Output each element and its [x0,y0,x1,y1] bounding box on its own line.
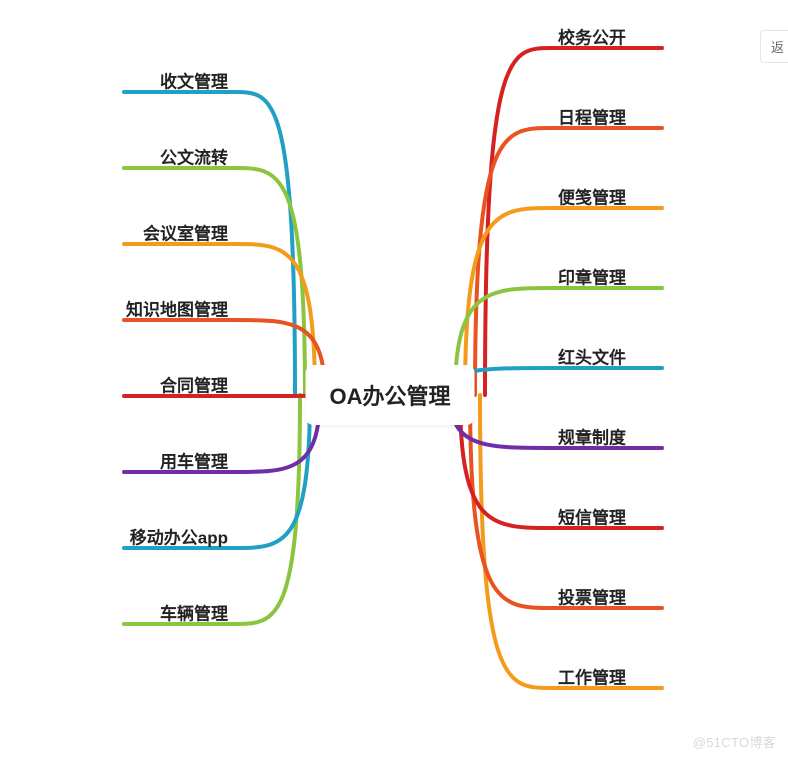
connector-right-0 [485,48,552,395]
leaf-right-1[interactable]: 工作管理 [558,664,626,689]
leaf-right-8[interactable]: 红头文件 [558,344,626,369]
leaf-right-2[interactable]: 日程管理 [558,104,626,129]
connector-left-4 [234,244,315,395]
leaf-right-6[interactable]: 印章管理 [558,264,626,289]
leaf-right-4[interactable]: 便笺管理 [558,184,626,209]
leaf-left-0[interactable]: 收文管理 [160,68,228,93]
connector-left-0 [234,92,295,395]
leaf-left-1[interactable]: 车辆管理 [160,600,228,625]
watermark-text: @51CTO博客 [693,732,776,751]
connector-right-2 [475,128,552,395]
leaf-right-3[interactable]: 投票管理 [558,584,626,609]
leaf-right-5[interactable]: 短信管理 [558,504,626,529]
connector-right-4 [465,208,552,395]
leaf-left-5[interactable]: 用车管理 [160,448,228,473]
leaf-left-7[interactable]: 合同管理 [160,372,228,397]
leaf-right-7[interactable]: 规章制度 [558,424,626,449]
leaf-left-2[interactable]: 公文流转 [160,144,228,169]
center-node[interactable]: OA办公管理 [305,365,474,425]
connector-right-3 [470,395,552,608]
connector-right-1 [480,395,552,688]
leaf-left-4[interactable]: 会议室管理 [143,220,228,245]
leaf-left-6[interactable]: 知识地图管理 [126,296,228,321]
connector-left-2 [234,168,305,395]
leaf-left-3[interactable]: 移动办公app [130,524,228,549]
mindmap-canvas: 收文管理车辆管理 公文流转移动办公app 会议室管理用车管理 知识地图管理合同管理 校务… [0,0,788,759]
leaf-right-0[interactable]: 校务公开 [558,24,626,49]
connector-left-1 [234,395,300,624]
back-button[interactable]: 返 [760,30,788,63]
connector-left-3 [234,395,310,548]
